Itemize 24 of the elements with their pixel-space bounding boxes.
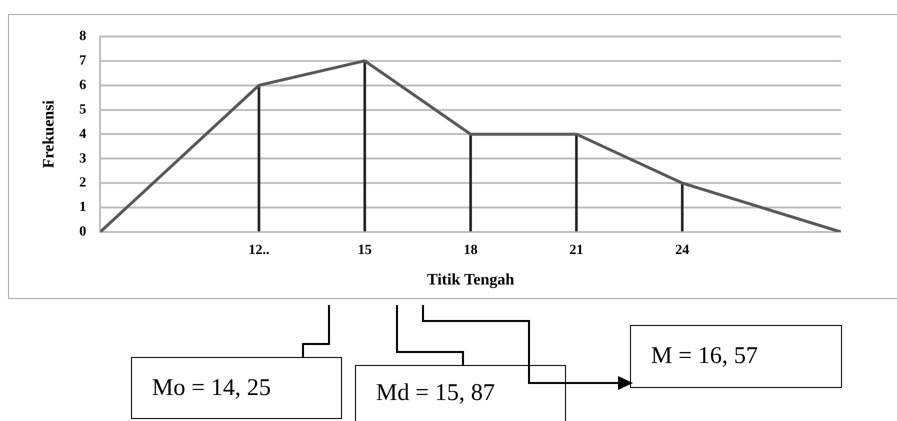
text: M = 16, 57 (630, 325, 842, 388)
x-tick-label: 24 (675, 243, 690, 258)
x-tick-label: 18 (464, 243, 478, 258)
y-tick-label: 7 (79, 53, 86, 68)
text: Mo = 14, 25 (131, 357, 342, 419)
y-tick-label: 4 (79, 126, 86, 142)
y-axis-title: Frekuensi (40, 100, 58, 168)
y-tick-label: 2 (79, 176, 86, 191)
bar (680, 182, 684, 232)
y-tick-label: 6 (79, 78, 86, 93)
x-tick-label: 12.. (248, 243, 270, 258)
x-tick-label: 21 (569, 243, 584, 258)
y-tick-label: 3 (79, 151, 86, 166)
bar (575, 134, 578, 232)
y-tick-label: 8 (79, 29, 86, 44)
x-axis-title: Titik Tengah (426, 272, 514, 289)
x-tick-label: 15 (358, 243, 372, 258)
bar (469, 134, 472, 232)
y-tick-label: 0 (79, 224, 86, 240)
y-tick-label: 5 (79, 102, 86, 118)
bar (363, 60, 366, 232)
text: Md = 15, 87 (355, 365, 566, 421)
y-tick-label: 1 (79, 200, 86, 216)
bar (258, 84, 260, 232)
